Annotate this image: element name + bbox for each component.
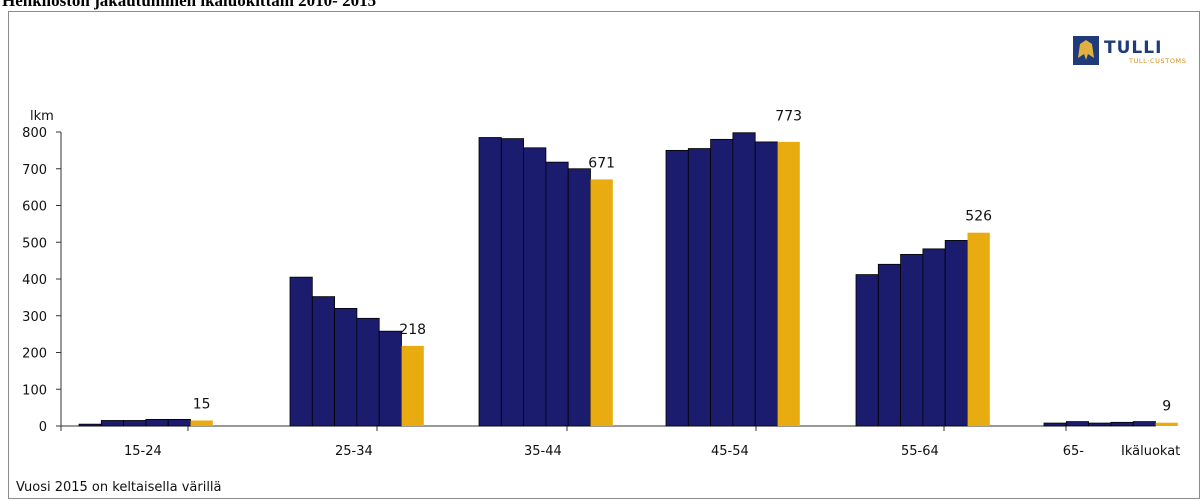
bar-2015-15-24 [190,420,213,426]
bar-65--series-4 [1110,421,1134,427]
y-axis-title: lkm [30,109,54,124]
bars [78,132,1178,427]
bar-65--series-1 [1043,422,1067,427]
x-axis-title: Ikäluokat [1121,444,1180,459]
y-tick-label: 500 [22,236,47,251]
data-label-35-44: 671 [588,155,615,171]
bar-2015-65- [1155,422,1178,426]
bar-15-24-series-5 [167,418,191,427]
bar-65--series-2 [1065,421,1090,427]
bar-45-54-series-2 [687,148,711,427]
category-labels: 15-24 25-34 35-44 45-54 55-64 65- [124,444,1084,459]
category-label-55-64: 55-64 [901,444,939,459]
bar-35-44-series-2 [500,138,524,427]
y-ticks: 0 100 200 300 400 500 600 700 800 [22,126,61,435]
logo-emblem-lion-icon [1078,40,1094,60]
bar-2015-25-34 [401,345,424,426]
bar-15-24-series-2 [100,420,125,427]
y-tick-label: 800 [22,126,47,141]
bar-2015-35-44 [590,179,613,426]
bar-15-24-series-3 [123,420,147,427]
y-tick-label: 400 [22,273,47,288]
bar-35-44-series-4 [545,161,569,427]
x-ticks [60,426,1067,431]
bar-65--series-3 [1088,422,1112,427]
data-label-45-54: 773 [775,109,802,125]
bar-45-54-series-4 [732,132,756,427]
bar-25-34-series-2 [311,296,335,427]
category-label-45-54: 45-54 [711,444,749,459]
tulli-logo: TULLI TULL·CUSTOMS [1073,36,1186,65]
bar-15-24-series-4 [145,418,169,427]
bar-35-44-series-5 [567,168,591,427]
logo-subtitle: TULL·CUSTOMS [1128,57,1186,65]
bar-65--series-5 [1132,421,1156,427]
data-label-25-34: 218 [399,322,426,338]
footnote: Vuosi 2015 on keltaisella värillä [16,480,222,495]
bar-2015-45-54 [777,141,800,427]
y-tick-label: 200 [22,347,47,362]
bar-35-44-series-3 [523,147,547,427]
category-label-35-44: 35-44 [524,444,562,459]
data-label-65-: 9 [1162,399,1171,415]
y-tick-label: 600 [22,200,47,215]
bar-45-54-series-1 [665,149,689,427]
y-tick-label: 700 [22,163,47,178]
bar-25-34-series-4 [356,317,380,427]
bar-55-64-series-2 [877,263,901,427]
bar-25-34-series-3 [334,307,358,427]
bar-55-64-series-5 [944,240,968,427]
bar-35-44-series-1 [478,137,502,427]
bar-25-34-series-5 [378,330,402,427]
bar-55-64-series-3 [900,253,924,427]
data-labels: 15 218 671 773 526 9 [193,109,1171,415]
data-label-55-64: 526 [965,209,992,225]
y-tick-label: 300 [22,310,47,325]
category-label-15-24: 15-24 [124,444,162,459]
data-label-15-24: 15 [193,396,211,412]
bar-45-54-series-5 [754,141,778,427]
bar-25-34-series-1 [289,276,313,427]
logo-name: TULLI [1104,38,1162,58]
bar-55-64-series-4 [922,248,946,427]
bar-2015-55-64 [967,232,990,426]
bar-55-64-series-1 [855,274,879,427]
bar-15-24-series-1 [78,423,102,427]
y-tick-label: 100 [22,383,47,398]
bar-45-54-series-3 [710,138,734,427]
category-label-65-: 65- [1063,444,1085,459]
y-tick-label: 0 [39,420,47,435]
category-label-25-34: 25-34 [335,444,373,459]
page-title: Henkilöston jakautuminen ikäluokittain 2… [2,0,377,10]
